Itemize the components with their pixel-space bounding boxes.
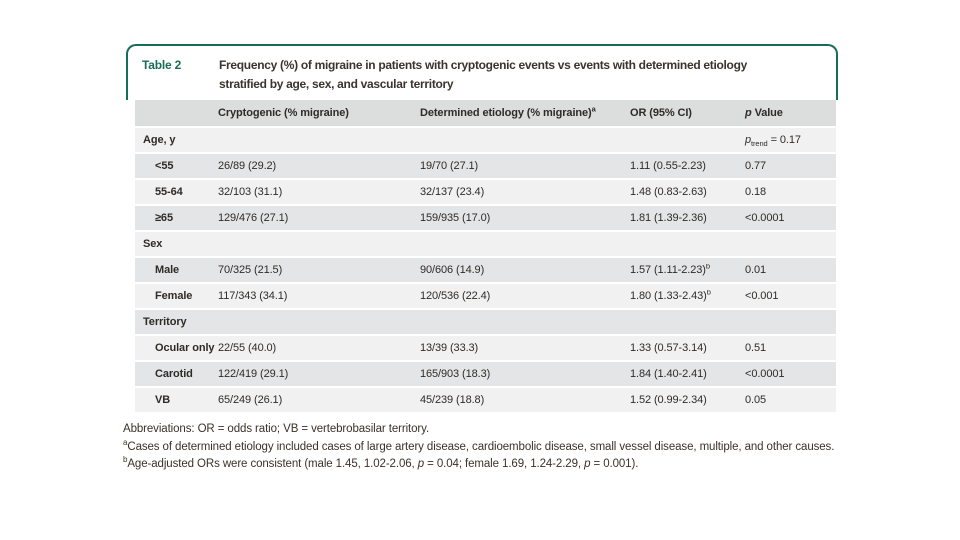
- cell-p-value: <0.0001: [745, 212, 785, 224]
- cell-cryptogenic: 26/89 (29.2): [218, 160, 277, 172]
- row-label: ≥65: [155, 212, 173, 224]
- cell-or: 1.48 (0.83-2.63): [630, 186, 707, 198]
- cell-determined: 165/903 (18.3): [420, 368, 491, 380]
- table-title-line1: Frequency (%) of migraine in patients wi…: [219, 58, 747, 72]
- table-row-carotid: Carotid 122/419 (29.1) 165/903 (18.3) 1.…: [135, 362, 836, 388]
- table-title: Frequency (%) of migraine in patients wi…: [219, 56, 767, 94]
- header-or: OR (95% CI): [630, 107, 692, 119]
- table-row-55-64: 55-64 32/103 (31.1) 32/137 (23.4) 1.48 (…: [135, 180, 836, 206]
- row-label: Territory: [143, 316, 187, 328]
- cell-cryptogenic: 65/249 (26.1): [218, 394, 283, 406]
- footnote-b-text3: = 0.001).: [590, 458, 639, 470]
- cell-cryptogenic: 22/55 (40.0): [218, 342, 277, 354]
- footnote-b: bAge-adjusted ORs were consistent (male …: [123, 456, 845, 474]
- footnote-a-marker: a: [123, 437, 128, 447]
- cell-or: 1.81 (1.39-2.36): [630, 212, 707, 224]
- or-value: 1.57 (1.11-2.23): [630, 264, 706, 276]
- cell-cryptogenic: 70/325 (21.5): [218, 264, 283, 276]
- table-row-age-section: Age, y ptrend = 0.17: [135, 128, 836, 154]
- table-header-row: Cryptogenic (% migraine) Determined etio…: [135, 100, 836, 128]
- cell-p-trend: ptrend = 0.17: [742, 134, 836, 146]
- row-label: Sex: [143, 238, 163, 250]
- footnote-b-text1: Age-adjusted ORs were consistent (male 1…: [127, 458, 418, 470]
- header-determined-superscript: a: [591, 107, 596, 114]
- data-table: Cryptogenic (% migraine) Determined etio…: [135, 100, 836, 414]
- cell-or: 1.33 (0.57-3.14): [630, 342, 707, 354]
- row-label: Carotid: [155, 368, 193, 380]
- table-row-under55: <55 26/89 (29.2) 19/70 (27.1) 1.11 (0.55…: [135, 154, 836, 180]
- row-label: <55: [155, 160, 174, 172]
- cell-determined: 45/239 (18.8): [420, 394, 485, 406]
- table-title-line2: stratified by age, sex, and vascular ter…: [219, 77, 454, 91]
- footnote-b-p1: p: [417, 458, 425, 470]
- header-cryptogenic: Cryptogenic (% migraine): [218, 107, 349, 119]
- cell-cryptogenic: 32/103 (31.1): [218, 186, 283, 198]
- cell-p-value: <0.001: [745, 290, 779, 302]
- table-row-over65: ≥65 129/476 (27.1) 159/935 (17.0) 1.81 (…: [135, 206, 836, 232]
- table-row-vb: VB 65/249 (26.1) 45/239 (18.8) 1.52 (0.9…: [135, 388, 836, 414]
- cell-or: 1.57 (1.11-2.23)b: [630, 264, 742, 276]
- cell-cryptogenic: 122/419 (29.1): [218, 368, 289, 380]
- header-determined-text: Determined etiology (% migraine): [420, 107, 592, 119]
- footnote-abbreviations: Abbreviations: OR = odds ratio; VB = ver…: [123, 423, 430, 435]
- table-row-territory-section: Territory: [135, 310, 836, 336]
- table-footnotes: Abbreviations: OR = odds ratio; VB = ver…: [123, 421, 845, 474]
- footnote-b-text2: = 0.04; female 1.69, 1.24-2.29,: [424, 458, 585, 470]
- footnote-b-marker: b: [123, 455, 128, 465]
- row-label: Ocular only: [155, 342, 215, 354]
- table-row-sex-section: Sex: [135, 232, 836, 258]
- cell-determined: 90/606 (14.9): [420, 264, 485, 276]
- cell-p-value: 0.77: [745, 160, 767, 172]
- or-superscript: b: [706, 290, 711, 297]
- p-trend-subscript: trend: [751, 139, 768, 146]
- table-title-box: Table 2 Frequency (%) of migraine in pat…: [126, 44, 838, 100]
- table-row-ocular: Ocular only 22/55 (40.0) 13/39 (33.3) 1.…: [135, 336, 836, 362]
- cell-cryptogenic: 117/343 (34.1): [218, 290, 288, 302]
- cell-determined: 32/137 (23.4): [420, 186, 485, 198]
- cell-p-value: 0.51: [745, 342, 767, 354]
- row-label: Female: [155, 290, 193, 302]
- p-trend-var: p: [745, 134, 752, 146]
- header-p-rest: Value: [751, 107, 783, 119]
- cell-p-value: 0.18: [745, 186, 767, 198]
- cell-determined: 159/935 (17.0): [420, 212, 491, 224]
- footnote-a-text: Cases of determined etiology included ca…: [127, 440, 835, 453]
- cell-or: 1.80 (1.33-2.43)b: [630, 290, 742, 302]
- table-row-male: Male 70/325 (21.5) 90/606 (14.9) 1.57 (1…: [135, 258, 836, 284]
- header-determined: Determined etiology (% migraine)a: [420, 107, 630, 119]
- cell-or: 1.11 (0.55-2.23): [630, 160, 706, 172]
- p-trend-value: = 0.17: [767, 134, 801, 146]
- cell-cryptogenic: 129/476 (27.1): [218, 212, 289, 224]
- cell-p-value: <0.0001: [745, 368, 785, 380]
- cell-or: 1.52 (0.99-2.34): [630, 394, 707, 406]
- header-p-value: p Value: [742, 107, 836, 119]
- or-value: 1.80 (1.33-2.43): [630, 290, 707, 302]
- cell-determined: 120/536 (22.4): [420, 290, 491, 302]
- row-label: Male: [155, 264, 180, 276]
- footnote-b-p2: p: [584, 458, 591, 470]
- row-label: VB: [155, 394, 171, 406]
- cell-p-value: 0.01: [745, 264, 767, 276]
- table-row-female: Female 117/343 (34.1) 120/536 (22.4) 1.8…: [135, 284, 836, 310]
- row-label: Age, y: [143, 134, 176, 146]
- cell-p-value: 0.05: [745, 394, 767, 406]
- table-number-label: Table 2: [142, 58, 182, 72]
- cell-or: 1.84 (1.40-2.41): [630, 368, 707, 380]
- row-label: 55-64: [155, 186, 183, 198]
- footnote-a: aCases of determined etiology included c…: [123, 437, 845, 457]
- cell-determined: 13/39 (33.3): [420, 342, 479, 354]
- cell-determined: 19/70 (27.1): [420, 160, 479, 172]
- header-p-var: p: [745, 107, 752, 119]
- or-superscript: b: [705, 264, 710, 271]
